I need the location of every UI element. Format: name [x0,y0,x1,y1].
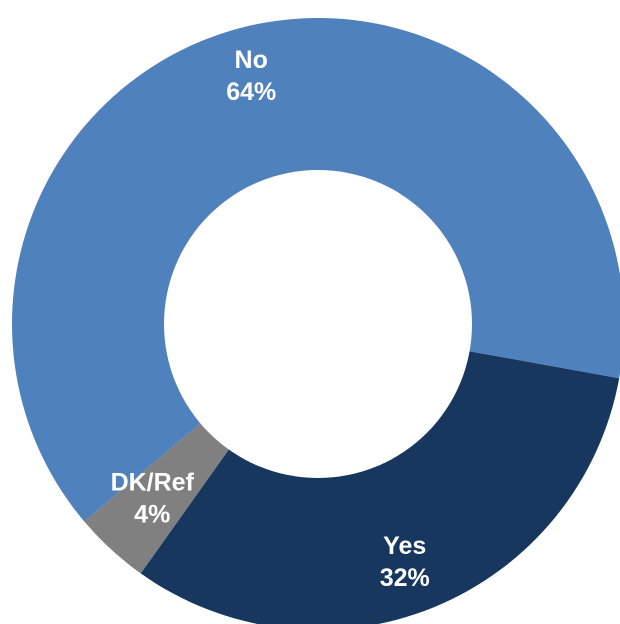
slice-labels: Yes 32% DK/Ref 4% No 64% [111,46,430,592]
slice-value-label: 32% [380,564,430,592]
slice-category-label: DK/Ref [111,469,195,497]
slice-category-label: Yes [383,532,426,560]
donut-hole [164,170,472,478]
slice-value-label: 64% [226,78,276,106]
slice-value-label: 4% [134,501,170,529]
slice-yes [140,324,620,624]
slice-category-label: No [235,46,268,74]
